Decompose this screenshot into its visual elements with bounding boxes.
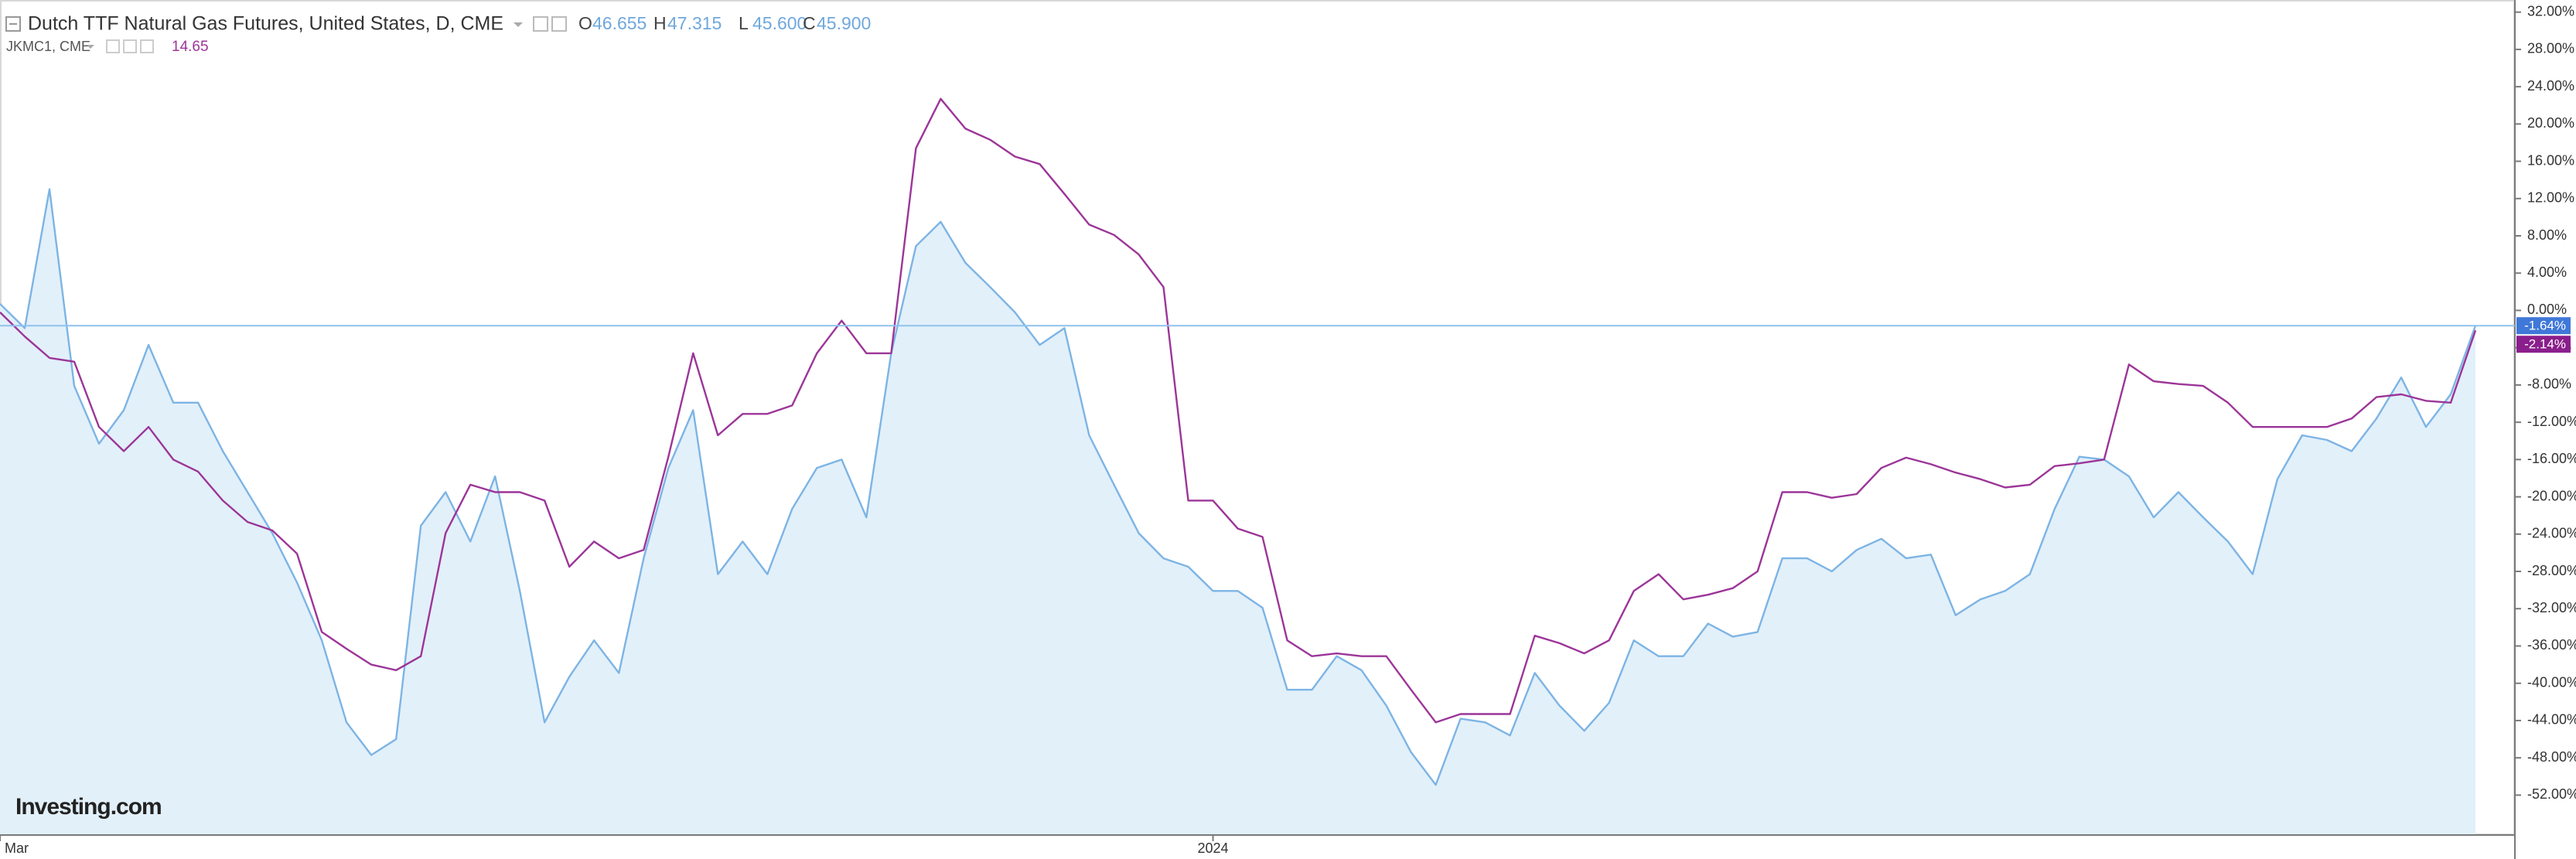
watermark: Investing.com bbox=[15, 794, 162, 820]
settings-icon[interactable] bbox=[106, 39, 120, 53]
ohlc-value: 45.600 bbox=[752, 13, 807, 33]
visibility-icon[interactable] bbox=[123, 39, 137, 53]
y-tick-label: 12.00% bbox=[2527, 190, 2574, 206]
y-tick-label: 0.00% bbox=[2527, 302, 2567, 317]
series-line bbox=[0, 97, 2477, 724]
y-tick-label: -8.00% bbox=[2527, 377, 2571, 392]
y-tick-label: -44.00% bbox=[2527, 712, 2576, 728]
ohlc-label: L bbox=[739, 13, 749, 33]
ohlc-value: 45.900 bbox=[817, 13, 871, 33]
y-tick-label: 28.00% bbox=[2527, 41, 2574, 56]
y-tick-label: -20.00% bbox=[2527, 488, 2576, 503]
price-tag bbox=[2516, 317, 2571, 335]
y-tick-label: 32.00% bbox=[2527, 3, 2574, 19]
y-tick-label: -28.00% bbox=[2527, 563, 2576, 578]
y-tick-label: -40.00% bbox=[2527, 674, 2576, 690]
y-tick-label: -24.00% bbox=[2527, 526, 2576, 541]
y-tick-label: 24.00% bbox=[2527, 78, 2574, 94]
y-tick-label: 4.00% bbox=[2527, 264, 2567, 280]
series-last-value: 14.65 bbox=[172, 39, 209, 55]
y-tick-label: -12.00% bbox=[2527, 414, 2576, 429]
remove-icon[interactable] bbox=[140, 39, 154, 53]
y-tick-label: -48.00% bbox=[2527, 749, 2576, 765]
price-tag-label: -2.14% bbox=[2524, 337, 2566, 352]
series-legend: JKMC1, CME bbox=[6, 39, 90, 54]
dropdown-icon[interactable] bbox=[87, 45, 94, 49]
ohlc-label: O bbox=[578, 13, 592, 33]
ohlc-label: C bbox=[803, 13, 816, 33]
y-tick-label: 20.00% bbox=[2527, 115, 2574, 131]
series-line bbox=[0, 188, 2477, 786]
chart-title: Dutch TTF Natural Gas Futures, United St… bbox=[28, 13, 503, 35]
x-tick-label: Mar bbox=[5, 840, 29, 856]
price-tag-label: -1.64% bbox=[2524, 319, 2566, 333]
plot-area bbox=[0, 97, 2477, 834]
y-tick-label: -52.00% bbox=[2527, 786, 2576, 802]
x-tick-label: 2024 bbox=[1197, 840, 1228, 856]
visibility-icon[interactable] bbox=[551, 16, 567, 32]
y-tick-label: 16.00% bbox=[2527, 152, 2574, 168]
ohlc-value: 46.655 bbox=[592, 13, 647, 33]
price-tag bbox=[2516, 336, 2571, 353]
ohlc-label: H bbox=[653, 13, 667, 33]
y-tick-label: -16.00% bbox=[2527, 451, 2576, 466]
collapse-icon[interactable] bbox=[5, 16, 21, 32]
settings-icon[interactable] bbox=[533, 16, 548, 32]
dropdown-icon[interactable] bbox=[513, 22, 523, 27]
ohlc-value: 47.315 bbox=[667, 13, 722, 33]
y-tick-label: 8.00% bbox=[2527, 227, 2567, 243]
y-tick-label: -36.00% bbox=[2527, 637, 2576, 653]
y-tick-label: -32.00% bbox=[2527, 600, 2576, 615]
